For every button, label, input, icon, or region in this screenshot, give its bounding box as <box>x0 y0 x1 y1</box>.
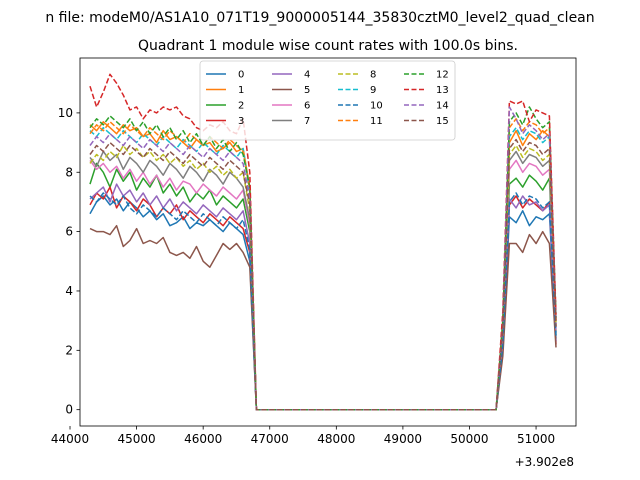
x-tick-label-51000: 51000 <box>517 432 555 446</box>
legend-label-3: 3 <box>238 116 244 127</box>
legend-label-5: 5 <box>304 85 310 96</box>
legend-label-4: 4 <box>304 70 310 81</box>
x-tick-label-50000: 50000 <box>450 432 488 446</box>
chart-title: Quadrant 1 module wise count rates with … <box>138 38 518 54</box>
x-tick-label-48000: 48000 <box>317 432 355 446</box>
legend-label-14: 14 <box>436 101 449 112</box>
plot-area: 44000 45000 46000 47000 48000 49000 50000 51000… <box>51 57 577 446</box>
legend-label-8: 8 <box>370 70 376 81</box>
y-tick-label-0: 0 <box>65 403 73 417</box>
legend-label-1: 1 <box>238 85 244 96</box>
legend-label-9: 9 <box>370 85 376 96</box>
x-tick-label-46000: 46000 <box>184 432 222 446</box>
y-tick-label-8: 8 <box>65 165 73 179</box>
legend-label-12: 12 <box>436 70 449 81</box>
series-line-12 <box>89 106 557 411</box>
legend-label-10: 10 <box>370 101 383 112</box>
axes-frame <box>79 57 577 427</box>
figure-suptitle: n file: modeM0/AS1A10_071T19_9000005144_… <box>45 10 594 26</box>
legend-label-13: 13 <box>436 85 449 96</box>
x-tick-label-47000: 47000 <box>251 432 289 446</box>
series-line-15 <box>89 138 557 411</box>
legend-label-2: 2 <box>238 101 244 112</box>
legend-label-11: 11 <box>370 116 383 127</box>
x-tick-label-44000: 44000 <box>51 432 89 446</box>
legend-box <box>199 60 456 141</box>
legend-label-0: 0 <box>238 70 244 81</box>
y-tick-label-2: 2 <box>65 343 73 357</box>
legend-label-6: 6 <box>304 101 310 112</box>
legend-label-15: 15 <box>436 116 449 127</box>
y-tick-label-10: 10 <box>58 106 73 120</box>
x-offset-label: +3.902e8 <box>515 455 574 469</box>
y-tick-label-4: 4 <box>65 284 73 298</box>
x-tick-label-45000: 45000 <box>117 432 155 446</box>
y-tick-label-6: 6 <box>65 225 73 239</box>
x-tick-label-49000: 49000 <box>384 432 422 446</box>
legend-label-7: 7 <box>304 116 310 127</box>
